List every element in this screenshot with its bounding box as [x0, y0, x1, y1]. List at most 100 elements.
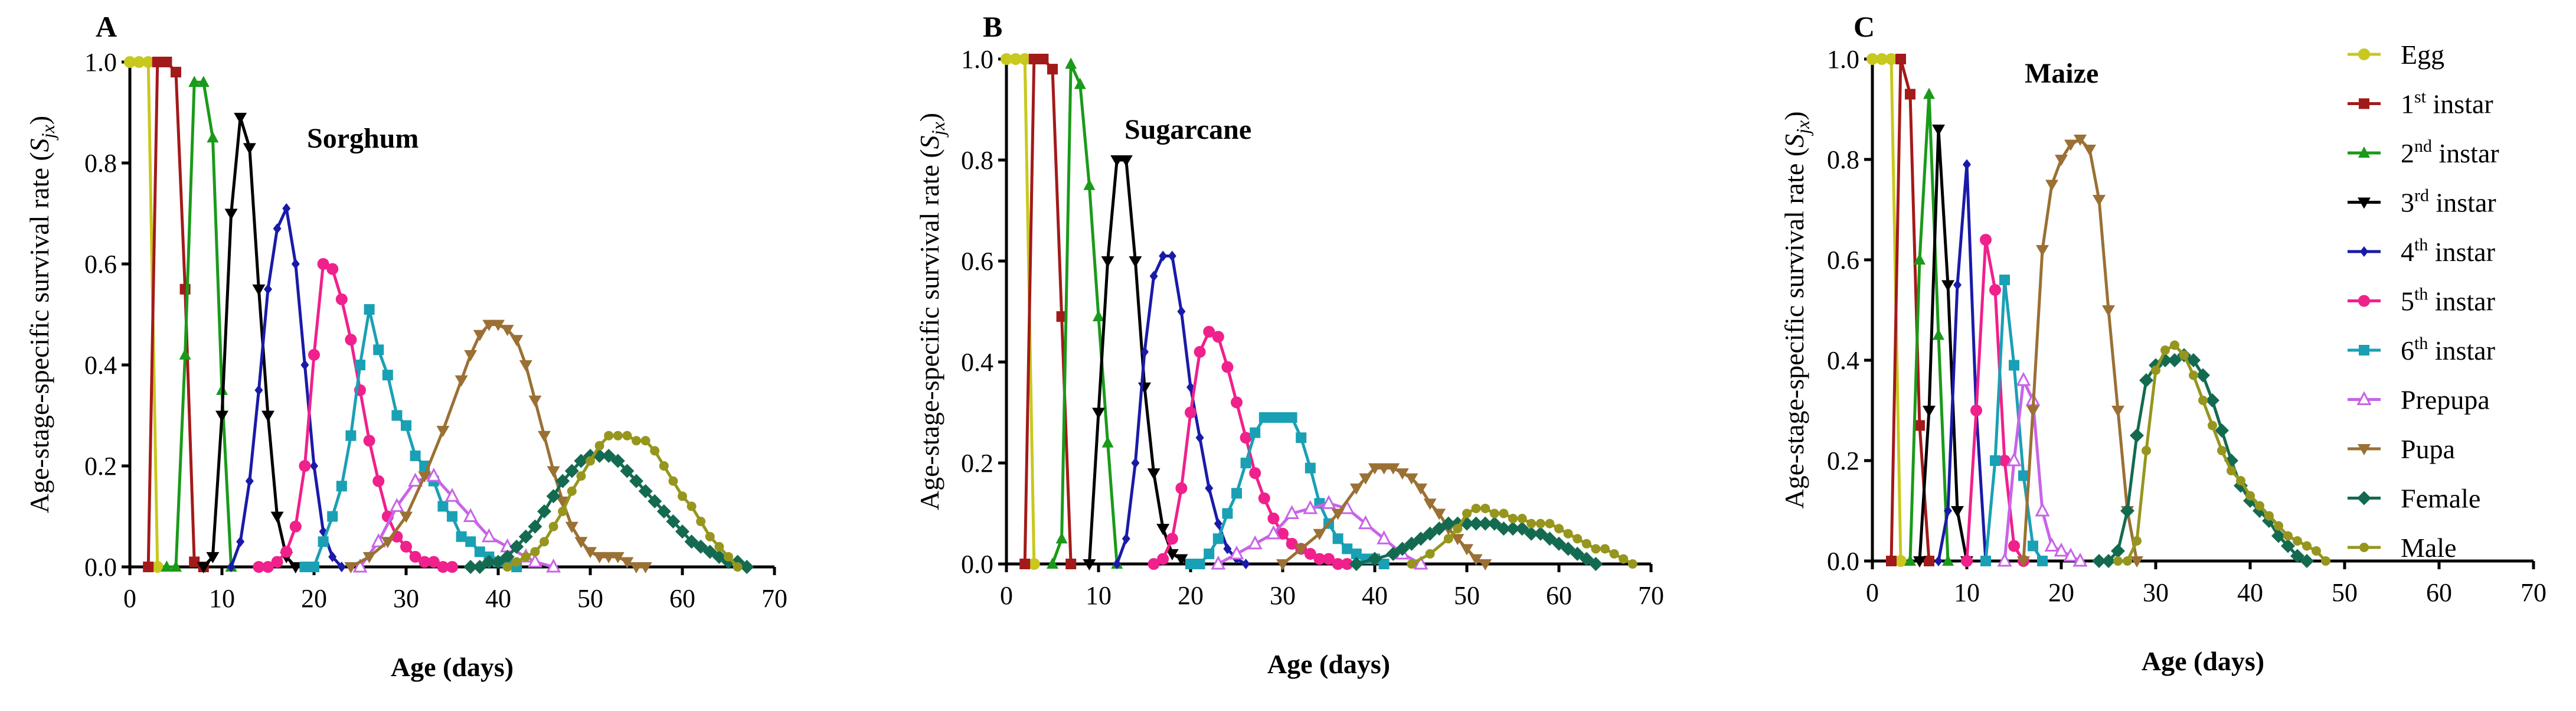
series-i3-line: [1087, 158, 1192, 566]
series-i5-point-21: [1341, 558, 1354, 570]
series-male-point-1: [512, 557, 522, 567]
series-i6-point-18: [465, 536, 476, 547]
series-i4-point-6: [1168, 250, 1176, 262]
series-male-point-20: [687, 501, 697, 511]
series-female-point-7: [528, 519, 542, 534]
series-i6-point-3: [2009, 360, 2019, 371]
series-i4-point-7: [1177, 306, 1186, 317]
series-male-point-4: [1462, 508, 1472, 518]
series-i3-point-5: [1129, 256, 1142, 268]
series-i1-point-2: [1038, 54, 1049, 64]
legend-item-prepupa: Prepupa: [2348, 385, 2490, 415]
x-tick-label: 70: [1638, 581, 1664, 610]
series-male-point-15: [640, 436, 650, 446]
series-prepupa-point-8: [2072, 552, 2088, 567]
series-i5: [1961, 234, 2029, 567]
series-male-point-0: [1407, 559, 1417, 569]
series-prepupa-point-4: [1284, 505, 1300, 519]
panel-letter: A: [96, 10, 117, 43]
legend-i6-point-0: [2359, 345, 2369, 356]
series-i3-point-8: [1156, 524, 1170, 536]
x-tick-label: 50: [2332, 578, 2358, 607]
series-i5-point-13: [1267, 513, 1280, 525]
legend-item-pupa: Pupa: [2348, 434, 2455, 464]
series-i4-point-9: [310, 461, 318, 471]
x-tick-label: 0: [1866, 578, 1879, 607]
series-i1-point-0: [1019, 559, 1031, 569]
series-pupa-point-9: [482, 319, 496, 331]
series-female-point-13: [2215, 423, 2229, 438]
series-i4-point-14: [1241, 559, 1250, 569]
series-i6-line: [305, 308, 518, 569]
panel-letter: C: [1853, 10, 1875, 43]
x-tick-label: 0: [1000, 581, 1013, 610]
series-pupa-point-0: [344, 562, 358, 573]
series-pupa-point-9: [1395, 468, 1409, 480]
series-i4-point-12: [337, 562, 346, 572]
series-i3-point-1: [1092, 407, 1105, 419]
series-female-point-24: [684, 534, 699, 549]
series-pupa-point-7: [1377, 463, 1391, 475]
series-i1: [1886, 54, 1934, 566]
x-tick-label: 30: [393, 584, 419, 613]
series-prepupa-point-2: [389, 498, 404, 512]
series-prepupa-point-4: [2035, 502, 2050, 517]
series-i4: [1113, 250, 1250, 569]
series-i6-point-1: [1990, 455, 2000, 466]
y-tick-label: 0.0: [961, 550, 993, 579]
legend-i5-point-0: [2358, 295, 2370, 307]
series-i4-point-1: [1944, 505, 1952, 516]
series-i5-point-1: [1970, 405, 1982, 416]
series-i5-point-0: [253, 561, 265, 573]
legend-item-i6: 6th instar: [2348, 334, 2495, 366]
series-i5-point-1: [1157, 553, 1169, 565]
series-i2-point-4: [1083, 178, 1096, 190]
series-i3-point-2: [1101, 256, 1114, 268]
series-i5-point-8: [1221, 361, 1234, 373]
series-egg-point-2: [1019, 53, 1031, 65]
legend-i4-point-0: [2360, 246, 2368, 257]
y-tick-label: 0.2: [84, 452, 117, 481]
series-pupa-point-1: [1294, 544, 1308, 556]
series-pupa-point-8: [2093, 195, 2106, 206]
series-i4-point-4: [1149, 270, 1158, 282]
series-male-point-2: [521, 552, 531, 562]
series-prepupa-point-11: [1413, 555, 1428, 570]
series-i3: [197, 113, 302, 573]
series-female-point-7: [1432, 521, 1447, 536]
series-egg-point-0: [1866, 53, 1878, 65]
series-female-point-5: [509, 539, 524, 554]
series-i3-point-1: [1923, 406, 1936, 417]
series-egg-point-2: [142, 56, 155, 68]
series-pupa-point-1: [362, 552, 376, 563]
y-tick-label: 0.8: [1827, 145, 1859, 174]
crop-title: Sugarcane: [1124, 114, 1251, 145]
y-tick-label: 0.8: [84, 149, 117, 178]
series-female-point-12: [574, 454, 589, 468]
series-i6-point-11: [401, 420, 411, 431]
series-i6-point-2: [1204, 548, 1215, 559]
series-prepupa-point-5: [444, 488, 460, 502]
series-male-point-19: [2293, 536, 2302, 546]
series-i2-point-0: [1904, 555, 1916, 566]
series-i3-point-5: [243, 143, 256, 155]
y-axis-title: Age-stage-specific survival rate (Sjx): [24, 116, 58, 513]
series-i5-point-4: [1185, 406, 1197, 419]
x-tick-label: 70: [761, 584, 787, 613]
series-pupa-point-10: [1405, 473, 1418, 485]
x-tick-label: 50: [1454, 581, 1480, 610]
series-i6-point-1: [309, 562, 319, 572]
series-female-point-5: [1414, 531, 1428, 546]
series-i6-point-2: [318, 536, 329, 547]
series-i1-point-3: [1047, 64, 1058, 75]
series-male-point-3: [530, 547, 540, 557]
y-axis-title: Age-stage-specific survival rate (Sjx): [1779, 111, 1813, 508]
series-female-point-8: [1441, 516, 1456, 531]
series-pupa-point-21: [593, 552, 606, 563]
series-i2-point-2: [1065, 57, 1077, 69]
legend-i3-point-0: [2358, 197, 2371, 209]
series-i6-point-10: [1277, 412, 1288, 423]
series-i2-point-2: [179, 348, 191, 360]
series-i4-point-1: [1122, 533, 1130, 544]
series-i3-point-4: [1951, 506, 1964, 517]
